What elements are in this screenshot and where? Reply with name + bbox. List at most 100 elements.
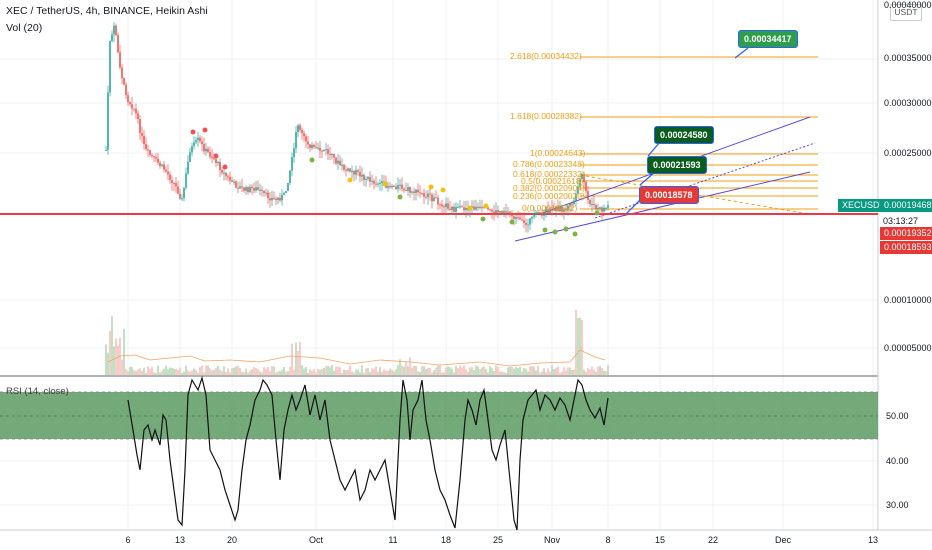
volume-bar [197,372,199,375]
symbol-title[interactable]: XEC / TetherUS, 4h, BINANCE, Heikin Ashi [6,5,208,17]
volume-bar [555,367,557,375]
volume-bar [445,367,447,375]
volume-bar [571,370,573,375]
candle-body [411,191,413,193]
candle-body [155,156,157,159]
volume-bar [293,369,295,375]
candle-body [281,194,283,201]
candle-body [135,108,137,114]
target-callout[interactable]: 0.00021593 [647,156,707,174]
volume-bar [497,366,499,375]
candle-body [381,181,383,183]
volume-bar [357,369,359,375]
candle-body [251,186,253,189]
volume-bar [323,367,325,375]
volume-bar [563,367,565,375]
candle-body [175,183,177,187]
candle-body [575,193,577,201]
bar-countdown: 03:13:27 [883,216,919,226]
entry-callout[interactable]: 0.00018578 [639,186,699,204]
candle-body [271,197,273,201]
volume-bar [233,367,235,375]
rsi-indicator-label[interactable]: RSI (14, close) [6,386,69,397]
volume-bar [313,369,315,375]
candle-body [399,184,401,186]
fib-level-label: 0.786(0.00023348) [513,159,585,169]
rsi-scale-label: 50.00 [886,411,909,421]
volume-bar [133,370,135,375]
candle-body [325,149,327,151]
volume-bar [411,367,413,375]
volume-bar [365,368,367,375]
candle-body [379,182,381,184]
volume-bar [167,369,169,375]
volume-bar [515,366,517,375]
candle-body [191,146,193,153]
volume-bar [495,365,497,375]
volume-bar [559,372,561,375]
volume-bar [547,368,549,375]
candle-body [361,174,363,177]
target-callout[interactable]: 0.00024580 [654,126,714,144]
candle-body [165,169,167,172]
target-callout[interactable]: 0.00034417 [738,30,798,48]
volume-bar [351,371,353,375]
currency-badge[interactable]: USDT [890,4,922,21]
candle-body [235,181,237,188]
candle-body [499,211,501,213]
volume-bar [143,367,145,375]
volume-bar [367,367,369,375]
volume-bar [421,366,423,375]
candle-body [283,193,285,195]
candle-body [549,207,551,214]
symbol-tag: XECUSDT [838,199,890,212]
volume-bar [141,370,143,375]
volume-bar [325,366,327,375]
volume-bar [159,372,161,375]
candle-body [525,222,527,225]
volume-bar [129,366,131,375]
volume-bar [337,366,339,375]
candle-body [595,204,597,209]
candle-body [397,185,399,189]
volume-bar [409,357,411,375]
fib-level-label: 2.618(0.00034432) [510,51,582,61]
volume-bar [205,365,207,375]
volume-bar [569,367,571,375]
volume-bar [171,367,173,375]
volume-bar [591,366,593,375]
candle-body [117,35,119,53]
volume-bar [287,371,289,375]
volume-bar [597,366,599,375]
candle-body [591,203,593,205]
volume-bar [163,368,165,375]
candle-body [505,211,507,213]
volume-indicator-label[interactable]: Vol (20) [6,22,43,34]
candle-body [561,207,563,212]
candle-body [419,192,421,194]
price-scale-label: 0.00005000 [884,343,932,353]
volume-bar [579,317,581,375]
last-price-tag: 0.00019468 [880,199,932,212]
candle-body [323,149,325,151]
volume-bar [223,366,225,375]
volume-bar [481,367,483,375]
volume-bar [353,372,355,375]
rsi-scale-label: 40.00 [886,456,909,466]
volume-bar [229,372,231,375]
candle-body [171,179,173,183]
candle-body [369,177,371,182]
candle-body [243,187,245,191]
volume-bar [583,369,585,375]
candle-body [433,197,435,202]
rsi-line [127,375,609,531]
time-axis-label: Dec [774,535,792,545]
candle-body [237,187,239,189]
volume-bar [443,372,445,375]
candle-body [249,186,251,193]
volume-bar [407,366,409,375]
candle-body [203,144,205,152]
candle-body [475,206,477,210]
price-scale-label: 0.00030000 [884,98,932,108]
